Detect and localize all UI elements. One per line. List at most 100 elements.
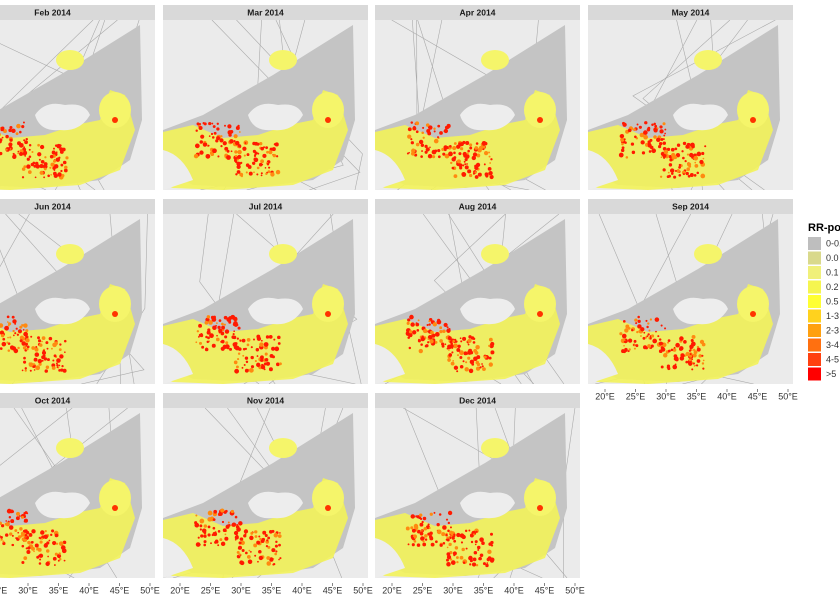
sea — [35, 491, 90, 519]
hotspot — [449, 558, 452, 561]
hotspot — [621, 142, 624, 146]
hotspot — [52, 556, 57, 561]
legend-label: >5 — [826, 369, 836, 379]
hotspot — [45, 365, 50, 369]
hotspot — [14, 529, 18, 532]
hotspot — [656, 137, 661, 143]
hotspot — [651, 123, 654, 127]
hotspot — [469, 146, 473, 150]
hotspot — [23, 556, 28, 561]
hotspot — [702, 157, 705, 160]
hotspot — [207, 533, 211, 537]
hotspot — [456, 532, 461, 538]
hotspot — [459, 533, 465, 538]
hotspot — [693, 155, 699, 161]
hotspot — [473, 356, 478, 361]
hotspot — [246, 153, 250, 157]
hotspot — [478, 145, 483, 151]
hotspot — [474, 146, 479, 150]
hotspot — [419, 531, 424, 536]
hotspot — [26, 157, 30, 161]
hotspot — [411, 528, 416, 533]
hotspot — [0, 127, 4, 132]
hotspot — [420, 155, 423, 158]
hotspot — [278, 558, 280, 561]
hotspot — [643, 331, 646, 334]
hotspot — [469, 143, 473, 147]
hotspot — [668, 163, 673, 167]
hotspot — [622, 319, 626, 323]
hotspot — [8, 128, 12, 133]
map-panel — [588, 20, 793, 190]
hotspot — [489, 532, 493, 536]
hotspot — [267, 536, 271, 540]
hotspot — [38, 536, 41, 539]
hotspot — [19, 527, 23, 531]
hotspot — [468, 529, 471, 532]
hotspot — [6, 508, 12, 514]
hotspot — [637, 315, 640, 319]
hotspot — [647, 126, 651, 130]
hotspot — [424, 150, 428, 154]
hotspot — [15, 516, 20, 521]
hotspot — [226, 155, 231, 160]
hotspot — [474, 540, 478, 544]
hotspot — [21, 167, 26, 171]
hotspot — [221, 520, 225, 524]
hotspot — [660, 156, 663, 159]
hotspot — [668, 174, 671, 178]
hotspot — [693, 174, 697, 177]
panel-strip — [163, 393, 368, 408]
hotspot — [437, 155, 441, 159]
hotspot — [411, 148, 416, 154]
hotspot — [276, 362, 280, 367]
hotspot — [31, 346, 36, 350]
hotspot — [456, 370, 459, 373]
hotspot — [218, 319, 222, 322]
hotspot — [325, 505, 331, 511]
x-tick-label: 35°E — [474, 585, 494, 595]
hotspot — [689, 354, 693, 358]
hotspot — [112, 505, 118, 511]
hotspot — [421, 150, 424, 152]
hotspot — [3, 129, 7, 133]
hotspot — [433, 138, 439, 144]
hotspot — [45, 341, 49, 345]
hotspot — [37, 336, 41, 340]
sea — [35, 103, 90, 131]
hotspot — [445, 518, 449, 521]
hotspot — [242, 347, 246, 351]
hotspot — [35, 365, 41, 371]
hotspot — [631, 150, 636, 155]
hotspot — [685, 360, 689, 364]
hotspot — [461, 547, 465, 552]
hotspot — [637, 324, 642, 329]
hotspot — [8, 322, 12, 326]
hotspot — [659, 175, 663, 178]
hotspot — [50, 533, 53, 537]
hotspot — [674, 169, 678, 173]
hotspot — [30, 162, 35, 167]
hotspot — [24, 367, 27, 370]
hotspot — [651, 148, 657, 154]
hotspot — [212, 125, 216, 129]
hotspot — [699, 159, 704, 165]
hotspot — [63, 559, 66, 562]
yellow-zone — [375, 90, 560, 190]
hotspot — [279, 557, 282, 560]
hotspot — [268, 530, 273, 534]
hotspot — [12, 319, 17, 324]
hotspot — [473, 533, 475, 536]
hotspot — [672, 364, 678, 370]
hotspot — [25, 347, 29, 351]
hotspot — [260, 358, 264, 362]
hotspot — [647, 333, 650, 336]
hotspot — [675, 153, 681, 158]
hotspot — [234, 368, 240, 374]
map-panel — [588, 214, 793, 384]
hotspot — [639, 132, 645, 138]
x-tick-label: 50°E — [565, 585, 585, 595]
halo — [524, 286, 556, 322]
hotspot — [236, 337, 239, 340]
hotspot — [256, 540, 261, 545]
